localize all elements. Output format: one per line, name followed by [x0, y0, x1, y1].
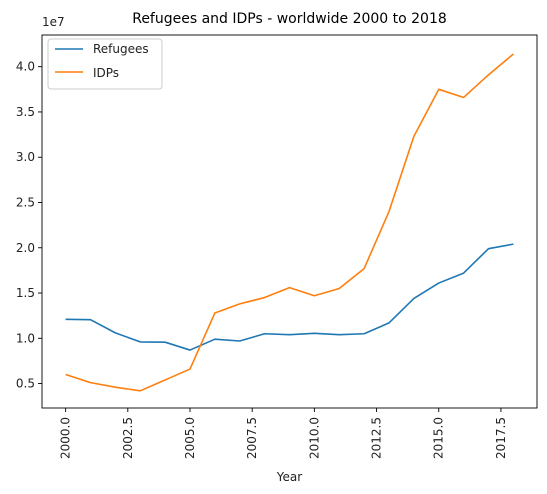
x-tick-label: 2005.0 [183, 417, 197, 459]
y-tick-label: 2.0 [16, 241, 35, 255]
plot-area [65, 53, 514, 392]
y-tick-label: 0.5 [16, 377, 35, 391]
x-tick-label: 2000.0 [59, 417, 73, 459]
x-tick-label: 2010.0 [307, 417, 321, 459]
x-tick-label: 2015.0 [432, 417, 446, 459]
legend-box [47, 38, 163, 90]
x-axis-label: Year [276, 470, 302, 484]
legend: Refugees IDPs [47, 38, 163, 90]
y-tick-label: 4.0 [16, 60, 35, 74]
y-tick-label: 1.5 [16, 286, 35, 300]
chart-title: Refugees and IDPs - worldwide 2000 to 20… [132, 11, 447, 27]
y-tick-label: 1.0 [16, 331, 35, 345]
x-tick-label: 2002.5 [121, 417, 135, 459]
y-offset-label: 1e7 [42, 15, 65, 29]
x-axis: 2000.0 2002.5 2005.0 2007.5 2010.0 2012.5 2015… [59, 408, 508, 459]
y-tick-label: 3.0 [16, 150, 35, 164]
series-line-refugees [65, 243, 514, 351]
x-tick-label: 2007.5 [245, 417, 259, 459]
y-tick-label: 2.5 [16, 195, 35, 209]
x-tick-label: 2017.5 [494, 417, 508, 459]
series-line-idps [65, 53, 514, 392]
x-tick-label: 2012.5 [370, 417, 384, 459]
plot-frame [41, 34, 538, 409]
y-tick-label: 3.5 [16, 105, 35, 119]
legend-label-refugees: Refugees [93, 42, 149, 56]
legend-label-idps: IDPs [93, 66, 119, 80]
y-axis: 0.5 1.0 1.5 2.0 2.5 3.0 3.5 4.0 [16, 60, 42, 391]
